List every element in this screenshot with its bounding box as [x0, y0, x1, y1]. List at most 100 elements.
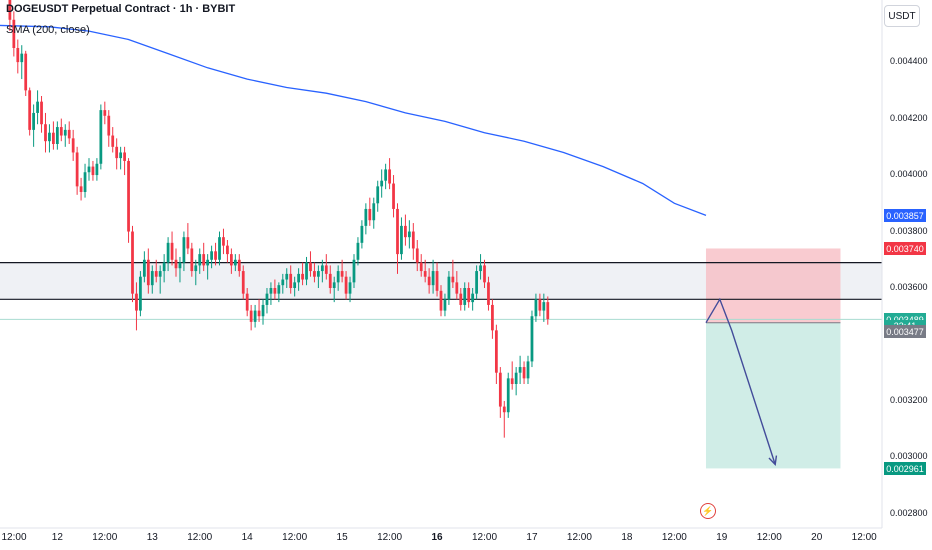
candle [79, 177, 83, 201]
candle [241, 265, 245, 300]
candle-body [265, 293, 269, 305]
candle-body [222, 237, 225, 246]
candle [75, 146, 79, 195]
candle-body [388, 169, 391, 184]
candle [348, 276, 352, 303]
currency-button[interactable]: USDT [884, 5, 920, 27]
candle [506, 372, 510, 418]
candle [439, 285, 443, 317]
sma-200-line [0, 24, 707, 217]
candle [360, 220, 364, 249]
candle [174, 248, 178, 277]
price-tick-label: 0.003800 [890, 225, 928, 236]
candle [356, 237, 360, 266]
candle [392, 175, 395, 218]
candle [55, 121, 59, 150]
candle-body [135, 293, 138, 311]
candle [463, 282, 467, 311]
candle [233, 254, 237, 272]
candle-body [475, 271, 478, 294]
candle-body [348, 282, 352, 294]
candle [431, 259, 435, 294]
candle-body [91, 166, 95, 176]
candle-body [463, 288, 467, 305]
candle [52, 121, 55, 150]
candle-body [546, 302, 550, 320]
sma-line [0, 24, 707, 217]
candle-body [245, 293, 249, 311]
event-bolt-icon[interactable]: ⚡ [700, 503, 716, 519]
time-tick-label: 12:00 [661, 532, 687, 543]
candle-body [95, 163, 99, 176]
time-tick-label: 13 [146, 532, 158, 543]
candle-body [131, 231, 134, 294]
candle-body [229, 254, 233, 266]
candle-body [16, 48, 20, 63]
candle-body [372, 203, 376, 221]
candle [467, 282, 471, 308]
candle [71, 129, 75, 161]
candle-body [526, 361, 530, 379]
candle-body [415, 248, 419, 263]
candle [546, 296, 550, 325]
candle-body [178, 262, 182, 269]
candle-body [487, 282, 490, 305]
candle-body [384, 169, 388, 181]
candle-body [257, 310, 261, 317]
candle-body [166, 242, 170, 263]
candle-body [324, 265, 328, 274]
time-tick-label: 15 [336, 532, 348, 543]
candle [44, 112, 47, 153]
candle [364, 203, 368, 235]
candle-body [502, 406, 506, 413]
candle [115, 138, 119, 170]
candle [388, 158, 391, 190]
candle [277, 282, 281, 303]
candle [237, 254, 241, 277]
candle-body [194, 265, 198, 272]
candle [368, 197, 372, 226]
candle [162, 254, 166, 283]
candle [273, 279, 277, 300]
candle [202, 242, 206, 272]
candle-body [32, 112, 36, 130]
time-tick-label: 12 [51, 532, 63, 543]
candle-body [79, 186, 83, 192]
candle-body [451, 276, 455, 283]
candle-body [309, 262, 312, 272]
candle-body [170, 242, 174, 260]
candle [218, 231, 221, 266]
indicator-label[interactable]: SMA (200, close) [6, 24, 90, 36]
candle-body [491, 304, 494, 331]
candle [336, 265, 340, 291]
candle-body [439, 290, 443, 311]
candle-body [328, 273, 332, 288]
price-marker-label: 0.002961 [884, 462, 926, 476]
candle-body [301, 273, 304, 280]
candle [514, 367, 518, 396]
candle [178, 256, 182, 283]
candle [40, 96, 43, 133]
candle-body [186, 237, 190, 249]
candle-body [285, 273, 289, 280]
candle-body [63, 129, 67, 136]
candle [170, 231, 174, 266]
candle [522, 361, 526, 384]
candle [281, 273, 285, 294]
candle [142, 251, 146, 283]
candle-body [281, 279, 285, 286]
candle-body [455, 282, 459, 294]
candle-body [471, 293, 475, 303]
candle-body [534, 299, 538, 317]
candle [158, 265, 162, 294]
candle-body [360, 225, 364, 243]
candle-body [28, 90, 32, 130]
candle [324, 254, 328, 280]
candle [407, 220, 411, 249]
candle [91, 160, 95, 181]
candle-body [435, 271, 439, 291]
time-tick-label: 12:00 [187, 532, 213, 543]
candle [423, 259, 427, 283]
candle [380, 169, 384, 198]
